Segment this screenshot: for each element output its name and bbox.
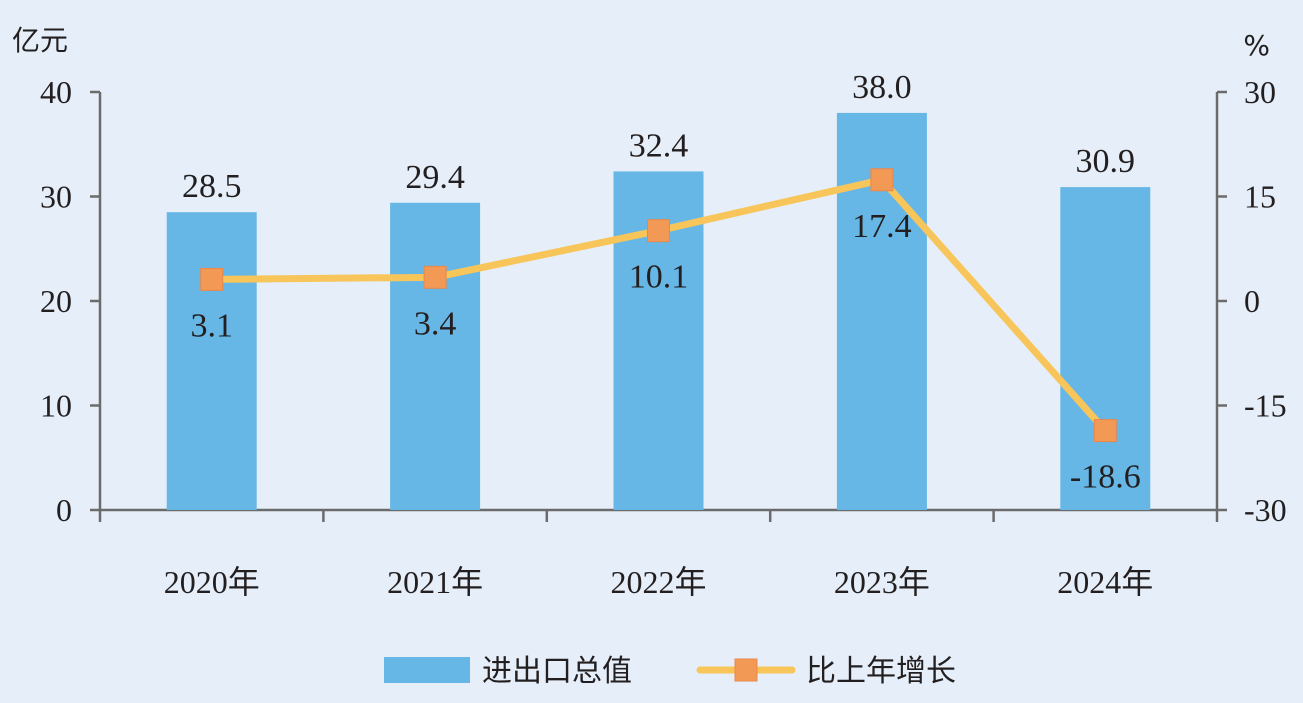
right-tick-label: 30 bbox=[1244, 74, 1276, 110]
growth-marker bbox=[1093, 419, 1117, 443]
left-tick-label: 40 bbox=[40, 74, 72, 110]
x-category-label: 2023年 bbox=[834, 564, 930, 600]
right-tick-label: -15 bbox=[1244, 388, 1287, 424]
right-tick-label: 15 bbox=[1244, 179, 1276, 215]
growth-value-label: 3.1 bbox=[190, 307, 233, 344]
legend-line-marker bbox=[734, 658, 758, 682]
right-tick-label: 0 bbox=[1244, 283, 1260, 319]
growth-marker bbox=[200, 267, 224, 291]
left-tick-label: 30 bbox=[40, 179, 72, 215]
growth-value-label: -18.6 bbox=[1070, 459, 1141, 496]
x-category-label: 2024年 bbox=[1057, 564, 1153, 600]
bar-value-label: 28.5 bbox=[182, 168, 242, 205]
growth-value-label: 10.1 bbox=[629, 259, 689, 296]
bar-value-label: 29.4 bbox=[405, 159, 465, 196]
right-tick-label: -30 bbox=[1244, 492, 1287, 528]
bar-value-label: 30.9 bbox=[1076, 143, 1136, 180]
legend-bar-label: 进出口总值 bbox=[482, 654, 632, 689]
legend-bar-swatch bbox=[384, 657, 470, 683]
growth-value-label: 17.4 bbox=[852, 208, 912, 245]
growth-marker bbox=[647, 219, 670, 243]
legend-line-label: 比上年增长 bbox=[806, 654, 956, 689]
x-category-label: 2022年 bbox=[610, 564, 706, 600]
left-tick-label: 10 bbox=[40, 388, 72, 424]
bar bbox=[1060, 187, 1151, 510]
growth-marker bbox=[423, 265, 447, 289]
x-category-label: 2020年 bbox=[164, 564, 260, 600]
bar bbox=[166, 212, 257, 511]
bar-value-label: 32.4 bbox=[629, 127, 689, 164]
x-category-label: 2021年 bbox=[387, 564, 483, 600]
bar bbox=[390, 202, 481, 510]
left-axis-unit: 亿元 bbox=[12, 24, 68, 57]
right-axis-unit: % bbox=[1243, 29, 1270, 62]
bar-value-label: 38.0 bbox=[852, 69, 912, 106]
growth-marker bbox=[870, 168, 894, 192]
growth-value-label: 3.4 bbox=[414, 305, 457, 342]
left-tick-label: 0 bbox=[56, 492, 72, 528]
left-tick-label: 20 bbox=[40, 283, 72, 319]
